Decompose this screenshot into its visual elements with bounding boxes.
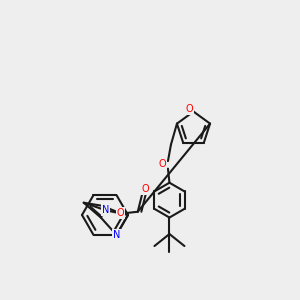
Text: O: O [185, 103, 193, 114]
Text: O: O [158, 159, 166, 169]
Text: N: N [102, 205, 109, 215]
Text: O: O [117, 208, 124, 218]
Text: N: N [113, 230, 120, 240]
Text: O: O [141, 184, 149, 194]
